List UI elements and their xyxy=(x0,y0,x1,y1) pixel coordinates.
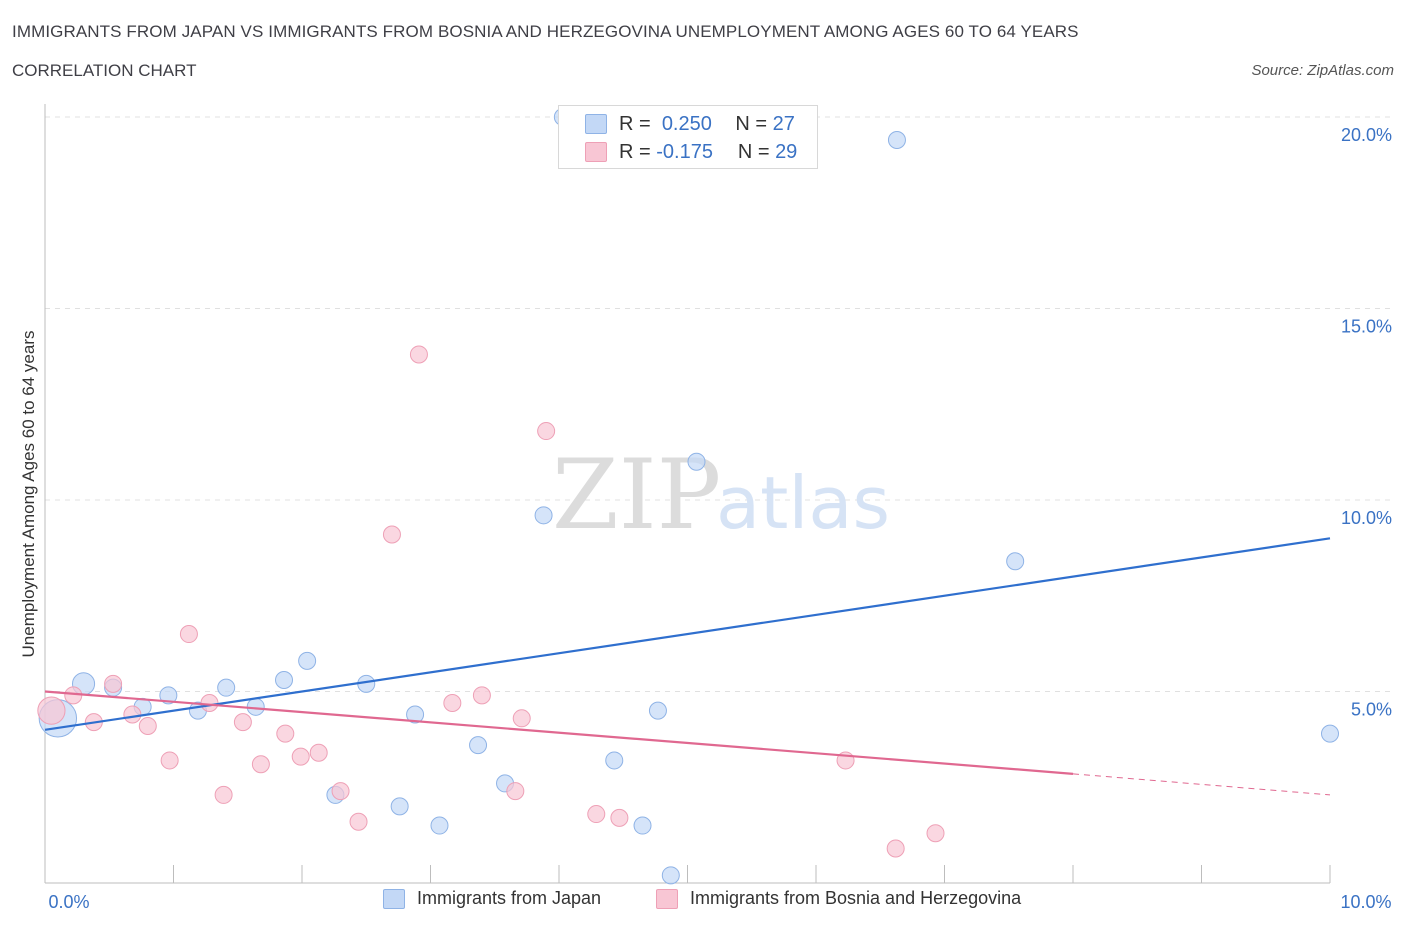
japan-swatch xyxy=(585,114,607,134)
point-japan xyxy=(390,797,409,816)
point-bosnia xyxy=(276,724,295,743)
y-axis-label: Unemployment Among Ages 60 to 64 years xyxy=(19,331,38,658)
point-bosnia xyxy=(291,747,310,766)
legend-row-bosnia: R = -0.175 N = 29 xyxy=(585,140,797,164)
trend-lines xyxy=(44,537,1331,796)
point-japan xyxy=(661,866,680,885)
point-japan xyxy=(887,130,906,149)
point-bosnia xyxy=(472,686,491,705)
point-bosnia xyxy=(587,805,606,824)
source-label: Source: ZipAtlas.com xyxy=(1251,62,1394,79)
legend-item-japan: Immigrants from Japan xyxy=(383,888,601,909)
point-bosnia xyxy=(349,812,368,831)
r-value-japan: 0.250 xyxy=(661,112,712,135)
grid-lines xyxy=(45,116,1390,692)
point-bosnia xyxy=(443,693,462,712)
point-bosnia xyxy=(37,696,66,725)
point-bosnia xyxy=(214,785,233,804)
point-bosnia xyxy=(409,345,428,364)
point-bosnia xyxy=(233,713,252,732)
watermark: ZIP atlas xyxy=(552,439,890,551)
point-japan xyxy=(633,816,652,835)
legend-label-bosnia: Immigrants from Bosnia and Herzegovina xyxy=(690,888,1022,908)
n-value-bosnia: 29 xyxy=(775,140,798,163)
point-bosnia xyxy=(104,674,123,693)
axes xyxy=(44,104,1331,884)
x-tick-label: 0.0% xyxy=(48,892,89,912)
n-label: N = xyxy=(735,112,768,135)
y-tick-labels: 5.0% 10.0% 15.0% 20.0% xyxy=(1341,125,1392,720)
trendline-bosnia-extension xyxy=(1072,773,1331,796)
r-label: R = xyxy=(619,112,651,135)
point-bosnia xyxy=(309,743,328,762)
point-bosnia xyxy=(382,525,401,544)
y-tick-label: 20.0% xyxy=(1341,125,1392,145)
point-bosnia xyxy=(179,625,198,644)
point-japan xyxy=(605,751,624,770)
y-tick-label: 10.0% xyxy=(1341,508,1392,528)
point-japan xyxy=(469,736,488,755)
point-japan xyxy=(406,705,425,724)
x-tick-labels: 0.0% 10.0% xyxy=(48,892,1391,912)
point-japan xyxy=(430,816,449,835)
legend-item-bosnia: Immigrants from Bosnia and Herzegovina xyxy=(656,888,1021,909)
point-japan xyxy=(159,686,178,705)
point-bosnia xyxy=(537,422,556,441)
legend-row-japan: R = 0.250 N = 27 xyxy=(585,112,795,136)
bosnia-legend-swatch xyxy=(656,888,678,909)
point-bosnia xyxy=(160,751,179,770)
point-japan xyxy=(687,452,706,471)
point-bosnia xyxy=(506,782,525,801)
trendline-bosnia xyxy=(44,690,1074,775)
y-tick-label: 15.0% xyxy=(1341,317,1392,337)
bosnia-swatch xyxy=(585,142,607,162)
point-bosnia xyxy=(886,839,905,858)
chart-title: IMMIGRANTS FROM JAPAN VS IMMIGRANTS FROM… xyxy=(12,22,1079,41)
r-value-bosnia: -0.175 xyxy=(656,140,713,163)
y-tick-label: 5.0% xyxy=(1351,700,1392,720)
point-bosnia xyxy=(331,782,350,801)
chart-subtitle: CORRELATION CHART xyxy=(12,61,197,80)
n-value-japan: 27 xyxy=(772,112,795,135)
point-bosnia xyxy=(200,693,219,712)
point-japan xyxy=(1006,552,1025,571)
point-bosnia xyxy=(251,755,270,774)
stats-legend: R = 0.250 N = 27 R = -0.175 N = 29 xyxy=(558,105,818,169)
point-japan xyxy=(1321,724,1339,743)
watermark-atlas: atlas xyxy=(716,461,890,545)
legend-label-japan: Immigrants from Japan xyxy=(417,888,602,908)
trendline-japan xyxy=(44,537,1331,731)
japan-legend-swatch xyxy=(383,888,405,909)
point-japan xyxy=(648,701,667,720)
r-label: R = xyxy=(619,140,651,163)
point-japan xyxy=(217,678,236,697)
point-bosnia xyxy=(512,709,531,728)
point-japan xyxy=(275,671,294,690)
point-japan xyxy=(298,651,317,670)
point-bosnia xyxy=(926,824,945,843)
point-bosnia xyxy=(610,808,629,827)
point-bosnia xyxy=(138,716,157,735)
point-japan xyxy=(534,506,553,525)
n-label: N = xyxy=(737,140,770,163)
point-bosnia xyxy=(123,705,142,724)
x-tick-label: 10.0% xyxy=(1340,892,1391,912)
